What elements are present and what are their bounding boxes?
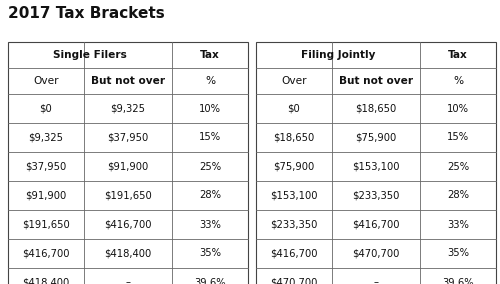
Text: $416,700: $416,700 bbox=[352, 220, 400, 229]
Text: $153,100: $153,100 bbox=[270, 191, 318, 201]
Text: $91,900: $91,900 bbox=[25, 191, 66, 201]
Text: 39.6%: 39.6% bbox=[194, 277, 226, 284]
Text: But not over: But not over bbox=[339, 76, 413, 86]
Bar bbox=[256, 42, 496, 284]
Text: $470,700: $470,700 bbox=[270, 277, 318, 284]
Bar bbox=[8, 42, 248, 284]
Text: 35%: 35% bbox=[447, 248, 469, 258]
Text: $0: $0 bbox=[288, 103, 300, 114]
Text: 33%: 33% bbox=[200, 220, 221, 229]
Text: Filing Jointly: Filing Jointly bbox=[301, 50, 376, 60]
Text: $470,700: $470,700 bbox=[352, 248, 400, 258]
Text: But not over: But not over bbox=[91, 76, 165, 86]
Text: $416,700: $416,700 bbox=[22, 248, 70, 258]
Text: Over: Over bbox=[281, 76, 306, 86]
Text: $233,350: $233,350 bbox=[270, 220, 318, 229]
Text: $418,400: $418,400 bbox=[104, 248, 152, 258]
Text: $9,325: $9,325 bbox=[28, 133, 64, 143]
Text: 15%: 15% bbox=[199, 133, 222, 143]
Text: 39.6%: 39.6% bbox=[442, 277, 474, 284]
Text: 28%: 28% bbox=[199, 191, 221, 201]
Text: %: % bbox=[205, 76, 216, 86]
Text: 25%: 25% bbox=[199, 162, 222, 172]
Text: $233,350: $233,350 bbox=[352, 191, 400, 201]
Text: –: – bbox=[374, 277, 378, 284]
Text: %: % bbox=[453, 76, 464, 86]
Text: Tax: Tax bbox=[200, 50, 220, 60]
Text: $91,900: $91,900 bbox=[108, 162, 148, 172]
Text: $191,650: $191,650 bbox=[22, 220, 70, 229]
Text: –: – bbox=[126, 277, 130, 284]
Text: $9,325: $9,325 bbox=[110, 103, 146, 114]
Text: $153,100: $153,100 bbox=[352, 162, 400, 172]
Text: $418,400: $418,400 bbox=[22, 277, 70, 284]
Text: Single Filers: Single Filers bbox=[54, 50, 127, 60]
Text: 33%: 33% bbox=[448, 220, 469, 229]
Text: $75,900: $75,900 bbox=[356, 133, 397, 143]
Text: 25%: 25% bbox=[447, 162, 469, 172]
Text: 10%: 10% bbox=[447, 103, 469, 114]
Text: $75,900: $75,900 bbox=[273, 162, 314, 172]
Text: Over: Over bbox=[33, 76, 58, 86]
Text: $0: $0 bbox=[40, 103, 52, 114]
Text: $191,650: $191,650 bbox=[104, 191, 152, 201]
Text: Tax: Tax bbox=[448, 50, 468, 60]
Text: 35%: 35% bbox=[199, 248, 221, 258]
Text: $416,700: $416,700 bbox=[270, 248, 318, 258]
Text: 15%: 15% bbox=[447, 133, 469, 143]
Text: 2017 Tax Brackets: 2017 Tax Brackets bbox=[8, 6, 165, 21]
Text: 28%: 28% bbox=[447, 191, 469, 201]
Text: $18,650: $18,650 bbox=[273, 133, 314, 143]
Text: 10%: 10% bbox=[199, 103, 221, 114]
Text: $18,650: $18,650 bbox=[356, 103, 397, 114]
Text: $37,950: $37,950 bbox=[108, 133, 148, 143]
Text: $416,700: $416,700 bbox=[104, 220, 152, 229]
Text: $37,950: $37,950 bbox=[25, 162, 66, 172]
